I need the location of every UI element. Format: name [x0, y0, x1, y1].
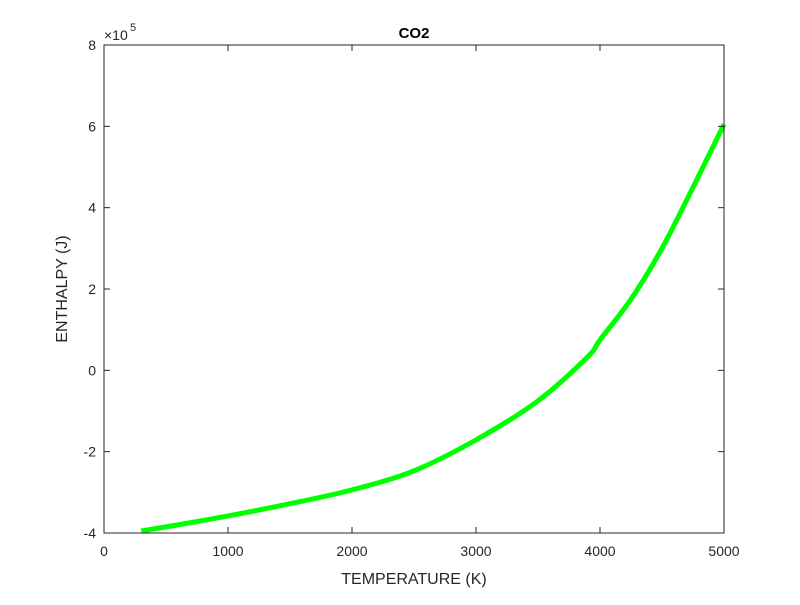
y-exponent-power: 5 [130, 22, 136, 34]
y-tick-label: -4 [84, 525, 97, 541]
y-tick-label: -2 [84, 444, 97, 460]
series-line-co2 [140, 123, 727, 534]
x-tick-label: 0 [100, 543, 108, 559]
x-tick-label: 1000 [212, 543, 243, 559]
x-tick-label: 3000 [460, 543, 491, 559]
chart-title: CO2 [399, 25, 430, 42]
plot-area [104, 45, 724, 533]
series-layer [140, 123, 727, 534]
x-axis-ticks: 0 1000 2000 3000 4000 5000 [100, 45, 740, 559]
y-tick-label: 4 [88, 200, 96, 216]
x-tick-label: 4000 [584, 543, 615, 559]
y-tick-label: 8 [88, 37, 96, 53]
y-tick-label: 2 [88, 281, 96, 297]
y-exponent-base: ×10 [104, 27, 128, 43]
y-tick-label: 6 [88, 118, 96, 134]
y-exponent-label: ×10 5 [104, 22, 136, 43]
y-axis-label: ENTHALPY (J) [54, 235, 71, 342]
y-axis-ticks: -4 -2 0 2 4 6 8 [84, 37, 724, 541]
x-tick-label: 2000 [336, 543, 367, 559]
x-tick-label: 5000 [708, 543, 739, 559]
x-axis-label: TEMPERATURE (K) [341, 571, 486, 588]
y-tick-label: 0 [88, 362, 96, 378]
